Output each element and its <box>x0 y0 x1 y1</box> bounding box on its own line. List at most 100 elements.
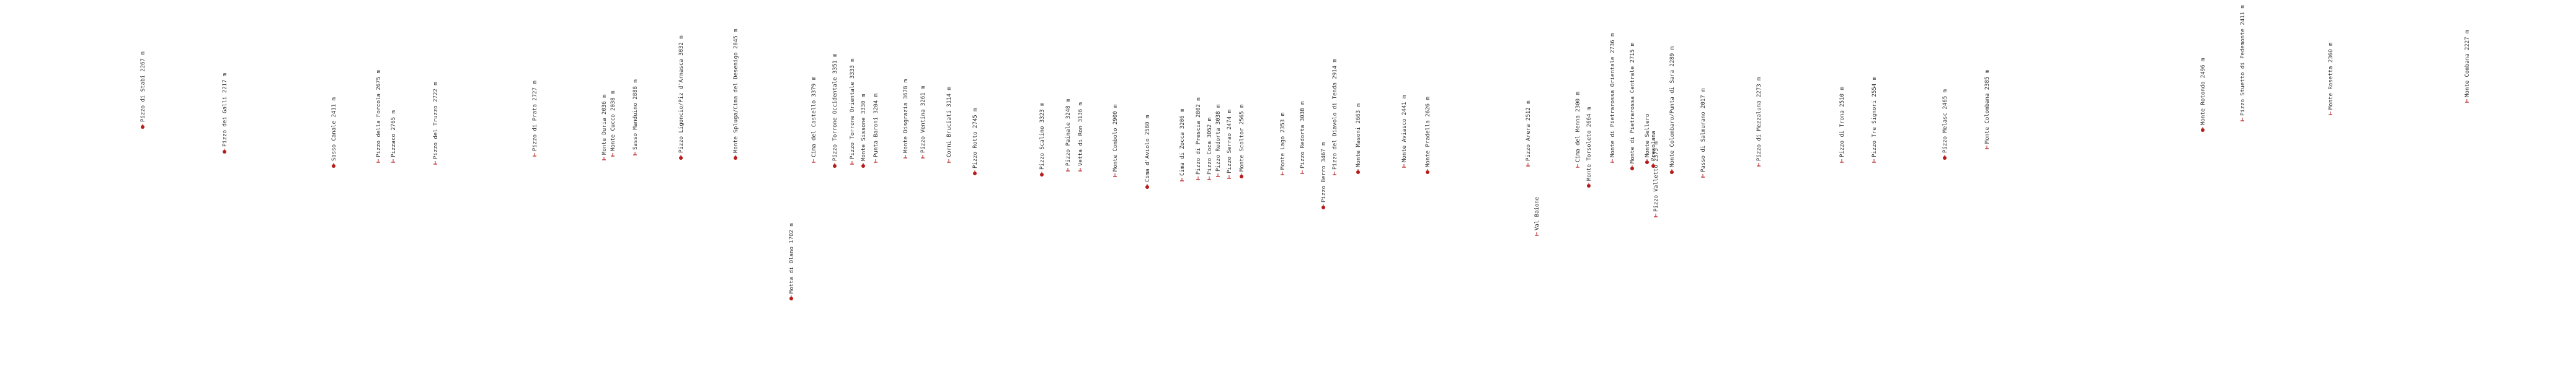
peak-pizzo-ligoncio-piz-d-arnasca: Pizzo Ligoncio/Piz d'Arnasca 3032 m <box>678 35 685 160</box>
peak-elevation: 3323 m <box>1039 103 1046 126</box>
peak-pizzo-scalino: Pizzo Scalino 3323 m <box>1039 103 1046 177</box>
peak-monte-masoni: Monte Masoni 2663 m <box>1356 103 1362 174</box>
peak-cima-del-menna: Cima del Menna 2300 m <box>1575 92 1581 168</box>
peak-marker-dot[interactable] <box>1240 175 1243 178</box>
peak-marker-dot[interactable] <box>1651 164 1655 168</box>
peak-label: Monte Combolo 2900 m <box>1113 105 1119 172</box>
peak-label: Monte Colombaro/Punta di Sara 2289 m <box>1669 46 1676 167</box>
peak-marker-dot[interactable] <box>789 297 793 300</box>
peak-label: Pizzo Arera 2512 m <box>1526 100 1532 161</box>
peak-label: Monte Duria 2036 m <box>602 94 608 155</box>
peak-elevation: 2745 m <box>972 108 979 131</box>
peak-marker-dot[interactable] <box>1670 170 1674 174</box>
peak-label: Monte Masoni 2663 m <box>1356 103 1362 167</box>
peak-marker-dot[interactable] <box>1630 167 1634 170</box>
peak-elevation: 3136 m <box>1078 102 1084 126</box>
peak-elevation: 2465 m <box>1942 89 1948 113</box>
peak-monte-di-pietrarossa-orientale: Monte di Pietrarossa Orientale 2736 m <box>1610 33 1616 163</box>
peak-marker-dot[interactable] <box>1943 156 1947 160</box>
peak-label: Pizzo Berro 3467 m <box>1321 142 1327 203</box>
peak-elevation: 2722 m <box>433 82 439 105</box>
peak-pizzo-redorta: Pizzo Redorta 3038 m <box>1300 102 1306 174</box>
peak-marker-dot[interactable] <box>1645 160 1649 164</box>
peak-elevation: 2510 m <box>1839 87 1845 110</box>
peak-label: Pizzo di Stabi 2267 m <box>140 51 146 122</box>
peak-label: Monte Disgrazia 3678 m <box>903 79 909 153</box>
peak-elevation: 2496 m <box>2200 58 2206 82</box>
peak-marker-dot[interactable] <box>1356 170 1360 174</box>
peak-marker-dot[interactable] <box>1145 185 1149 189</box>
peak-elevation: 2411 m <box>2240 5 2246 28</box>
peak-label: Monte Scoltor 2565 m <box>1239 105 1245 172</box>
peak-label: Cima del Castello 3379 m <box>811 77 817 157</box>
peak-elevation: 2900 m <box>1113 105 1119 128</box>
peak-marker-dot[interactable] <box>2201 128 2205 132</box>
peak-label: Monte Rotondo 2496 m <box>2200 58 2206 125</box>
peak-marker-dot[interactable] <box>1321 206 1325 209</box>
peak-cima-del-castello: Cima del Castello 3379 m <box>811 77 817 163</box>
peak-elevation: 2474 m <box>1227 110 1233 133</box>
peak-label: Monte di Pietrarossa Centrale 2715 m <box>1630 43 1636 164</box>
peak-label: Monte Cucco 2038 m <box>610 90 616 151</box>
peak-marker-dot[interactable] <box>1426 170 1429 174</box>
peak-label: Monte Rosetta 2360 m <box>2328 43 2334 110</box>
peak-presolana: Presolana <box>1651 131 1657 168</box>
peak-motta-di-olano: Motta di Olano 1702 m <box>789 223 795 300</box>
peak-label: Sasso Manduino 2888 m <box>633 79 639 150</box>
peak-elevation: 2580 m <box>1145 115 1151 139</box>
peak-pizzo-painale: Pizzo Painale 3248 m <box>1065 99 1072 172</box>
peak-label: Pizzo Tre Signori 2554 m <box>1872 77 1878 157</box>
peak-label: Pizzo di Trona 2510 m <box>1839 87 1845 157</box>
peak-pizzo-di-stabi: Pizzo di Stabi 2267 m <box>140 51 146 129</box>
peak-elevation: 3204 m <box>873 94 879 117</box>
peak-elevation: 3261 m <box>920 86 926 110</box>
peak-marker-dot[interactable] <box>861 164 865 168</box>
peak-label: Cima d'Aviolo 2580 m <box>1145 115 1151 182</box>
peak-monte-di-pietrarossa-centrale: Monte di Pietrarossa Centrale 2715 m <box>1630 43 1636 170</box>
peak-label: Pizzo Torrone Occidentale 3351 m <box>832 54 838 161</box>
peak-label: Vetta di Ron 3136 m <box>1078 102 1084 166</box>
peak-elevation: 2038 m <box>610 90 616 114</box>
peak-marker-dot[interactable] <box>1040 173 1044 177</box>
peak-monte-spluga-cima-del-desenigo: Monte Spluga/Cima del Desenigo 2845 m <box>733 29 739 160</box>
peak-label: Pizzaco 2765 m <box>391 110 397 157</box>
peak-marker-dot[interactable] <box>141 125 144 129</box>
peak-label: Presolana <box>1651 131 1657 161</box>
peak-label: Monte Colombana 2385 m <box>1984 70 1991 144</box>
peak-label: Pizzo Ligoncio/Piz d'Arnasca 3032 m <box>678 35 685 153</box>
peak-elevation: 2227 m <box>2464 30 2471 54</box>
peak-monte-duria: Monte Duria 2036 m <box>602 94 608 160</box>
peak-pizzo-dei-galli: Pizzo dei Galli 2217 m <box>222 73 228 154</box>
peak-label: Monte di Pietrarossa Orientale 2736 m <box>1610 33 1616 158</box>
peak-elevation: 3038 m <box>1215 105 1222 128</box>
peak-pizzo-rotto: Pizzo Rotto 2745 m <box>972 108 979 175</box>
peak-marker-dot[interactable] <box>734 156 737 160</box>
peak-marker-dot[interactable] <box>332 164 335 168</box>
peak-label: Pizzo di Prata 2727 m <box>532 81 538 151</box>
peak-marker-dot[interactable] <box>223 150 226 154</box>
peak-elevation: 2360 m <box>2328 43 2334 66</box>
peak-monte-combana: Monte Combana 2227 m <box>2464 30 2471 103</box>
peak-pizzo-di-mezzaluna: Pizzo di Mezzaluna 2273 m <box>1756 77 1762 167</box>
peak-marker-dot[interactable] <box>973 172 977 175</box>
peak-label: Pizzo Ventina 3261 m <box>920 86 926 153</box>
peak-marker-dot[interactable] <box>1587 184 1591 188</box>
peak-elevation: 2888 m <box>633 79 639 103</box>
peak-elevation: 3351 m <box>832 54 838 77</box>
peak-label: Monte Aviasco 2441 m <box>1401 95 1408 162</box>
peak-label: Pizzo di Mezzaluna 2273 m <box>1756 77 1762 161</box>
peak-monte-combolo: Monte Combolo 2900 m <box>1113 105 1119 177</box>
peak-marker-dot[interactable] <box>679 156 683 160</box>
peak-elevation: 2512 m <box>1526 100 1532 124</box>
peak-label: Val Baione <box>1534 197 1540 230</box>
peak-monte-lago: Monte Lago 2353 m <box>1280 113 1286 175</box>
peak-elevation: 2300 m <box>1575 92 1581 115</box>
peak-elevation: 2385 m <box>1984 70 1991 94</box>
peak-elevation: 2267 m <box>140 51 146 75</box>
peak-pizzaco: Pizzaco 2765 m <box>391 110 397 163</box>
peak-elevation: 2554 m <box>1872 77 1878 100</box>
peak-label: Pizzo di Prescia 2802 m <box>1196 97 1202 175</box>
peak-marker-dot[interactable] <box>833 164 837 168</box>
peak-label: Motta di Olano 1702 m <box>789 223 795 294</box>
peak-label: Pizzo Painale 3248 m <box>1065 99 1072 166</box>
